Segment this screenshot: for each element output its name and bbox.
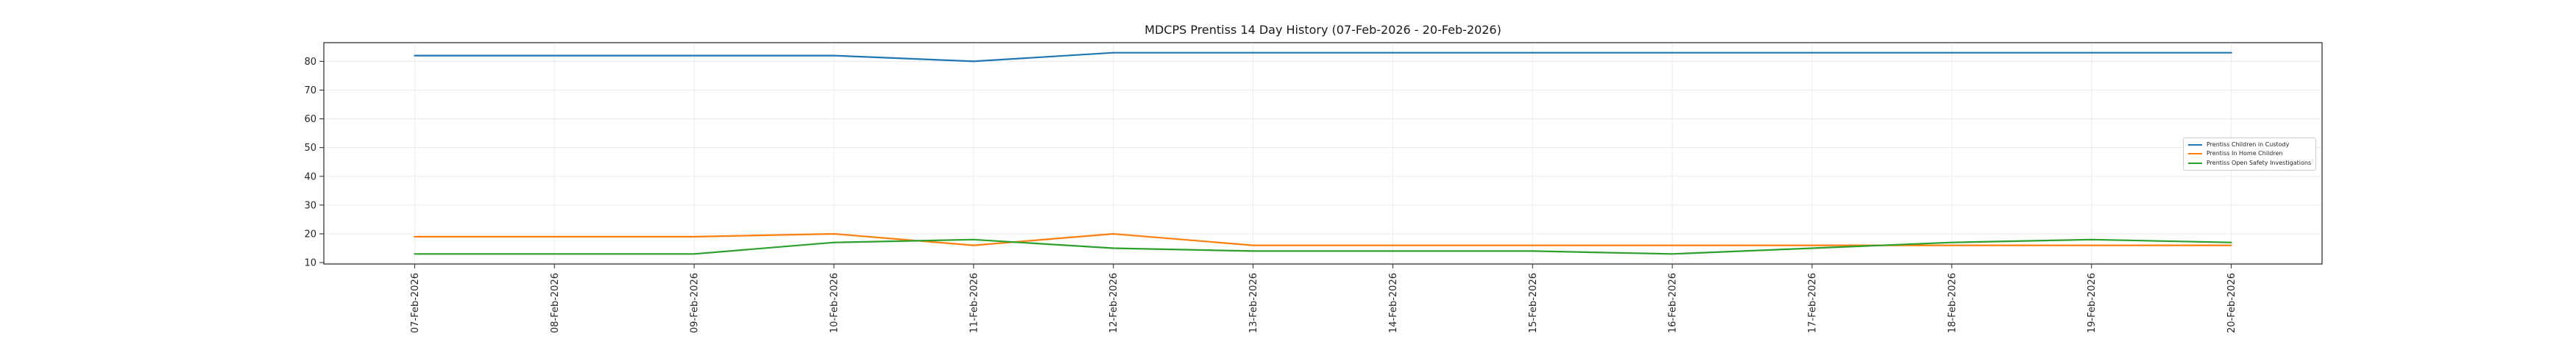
x-axis-labels: 07-Feb-2026 08-Feb-2026 09-Feb-2026 10-Feb-… [410, 273, 2237, 333]
legend-item: Prentiss Open Safety Investigations [2188, 160, 2311, 166]
y-tick-label: 10 [304, 258, 316, 269]
y-tick-label: 70 [304, 85, 316, 96]
x-tick-label: 20-Feb-2026 [2226, 273, 2237, 333]
series-line [414, 238, 2232, 255]
y-axis-labels: 10 20 30 40 50 60 70 80 [304, 57, 316, 269]
y-tick-label: 60 [304, 114, 316, 125]
y-tick-label: 30 [304, 200, 316, 211]
legend-label: Prentiss In Home Children [2207, 150, 2283, 157]
y-tick-label: 20 [304, 229, 316, 240]
x-tick-label: 19-Feb-2026 [2087, 273, 2098, 333]
legend-line-sample [2188, 153, 2202, 155]
chart-title: MDCPS Prentiss 14 Day History (07-Feb-20… [1144, 23, 1501, 37]
x-tick-label: 18-Feb-2026 [1947, 273, 1958, 333]
y-tick-label: 50 [304, 143, 316, 154]
legend-label: Prentiss Open Safety Investigations [2207, 159, 2312, 166]
x-tick-label: 17-Feb-2026 [1808, 273, 1819, 333]
legend-item: Prentiss Children in Custody [2188, 142, 2311, 148]
tick-marks [319, 60, 2232, 268]
legend: Prentiss Children in Custody Prentiss In … [2183, 138, 2316, 171]
x-tick-label: 08-Feb-2026 [550, 273, 561, 333]
series-lines [414, 51, 2232, 255]
x-tick-label: 10-Feb-2026 [829, 273, 840, 333]
legend-label: Prentiss Children in Custody [2207, 141, 2290, 149]
x-tick-label: 11-Feb-2026 [969, 273, 980, 333]
x-tick-label: 07-Feb-2026 [410, 273, 421, 333]
gridlines [325, 43, 2321, 263]
series-line [414, 51, 2232, 63]
x-tick-label: 12-Feb-2026 [1108, 273, 1119, 333]
y-tick-label: 80 [304, 57, 316, 68]
series-line [414, 232, 2232, 246]
x-tick-label: 15-Feb-2026 [1528, 273, 1539, 333]
x-tick-label: 14-Feb-2026 [1388, 273, 1399, 333]
x-tick-label: 09-Feb-2026 [690, 273, 701, 333]
x-tick-label: 13-Feb-2026 [1248, 273, 1259, 333]
x-tick-label: 16-Feb-2026 [1668, 273, 1679, 333]
legend-line-sample [2188, 144, 2202, 146]
y-tick-label: 40 [304, 171, 316, 182]
legend-line-sample [2188, 162, 2202, 164]
legend-item: Prentiss In Home Children [2188, 151, 2311, 157]
axes-spines [323, 42, 2323, 265]
